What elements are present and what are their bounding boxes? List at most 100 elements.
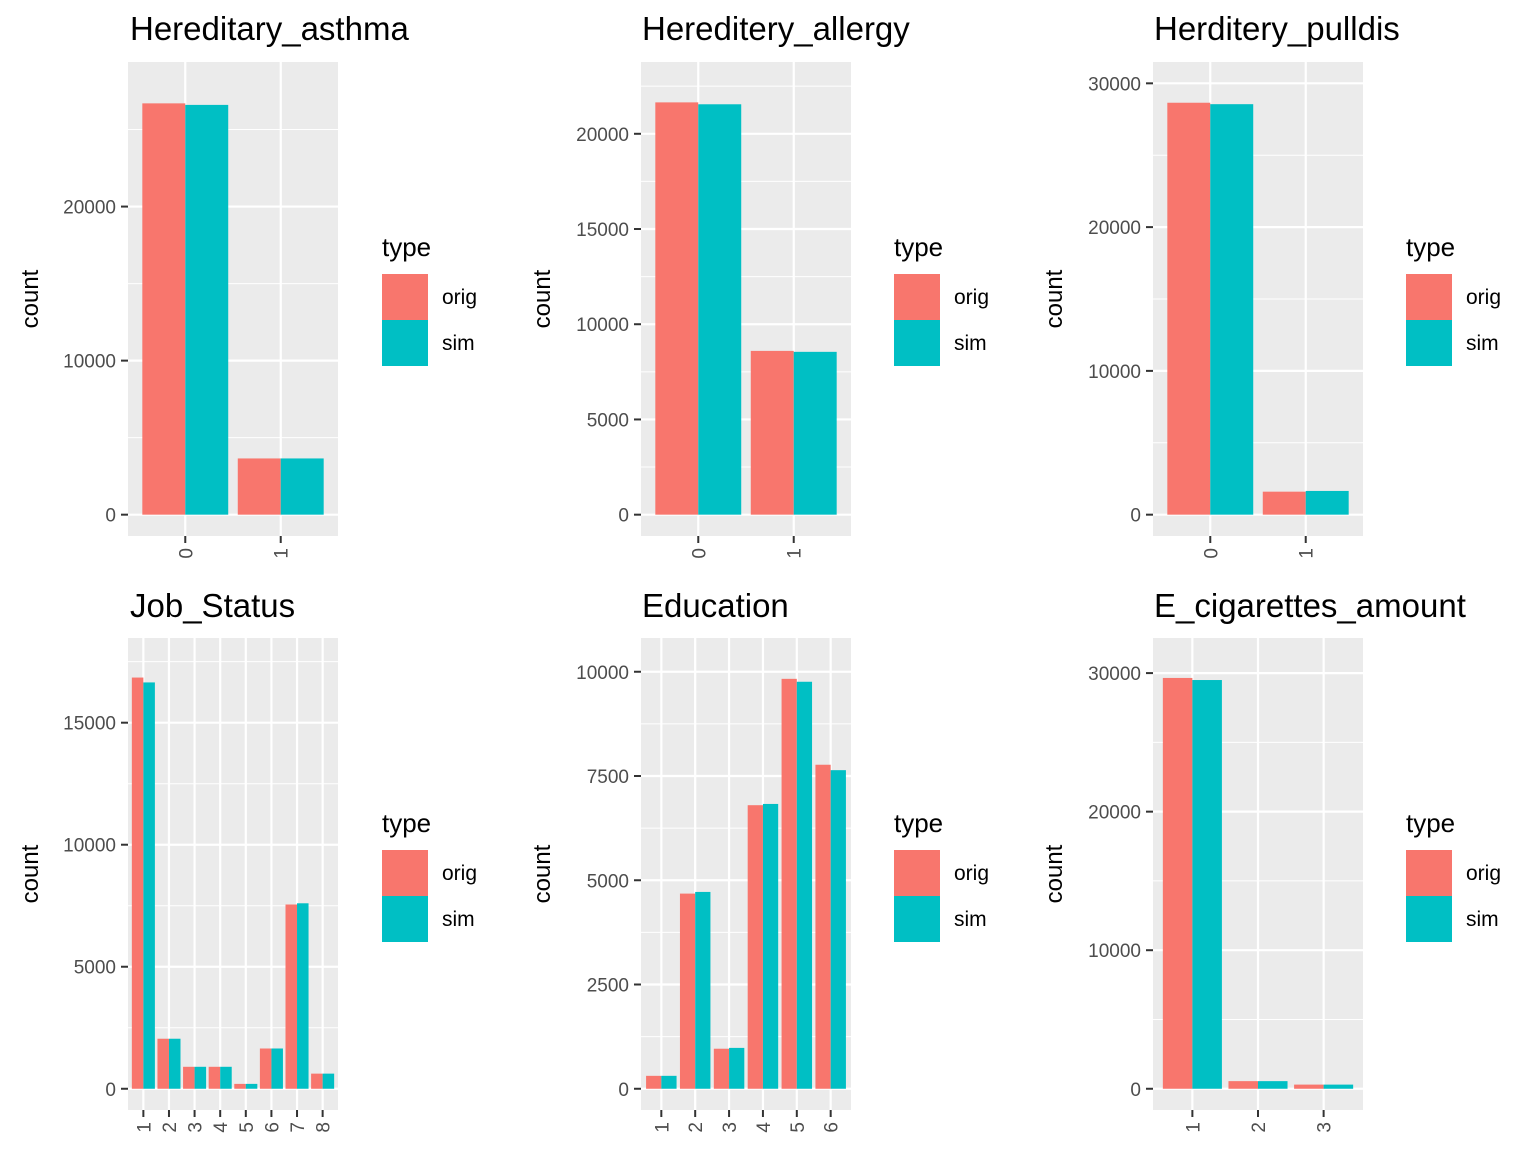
legend: type orig sim	[382, 808, 477, 942]
y-axis-label: count	[529, 844, 556, 903]
x-tick-label: 5	[788, 1122, 809, 1133]
y-tick-label: 10000	[1088, 941, 1141, 962]
bar-orig-7	[285, 904, 298, 1089]
x-tick-label: 3	[720, 1122, 741, 1133]
bar-orig-0	[142, 103, 186, 515]
bar-sim-6	[271, 1048, 283, 1089]
y-tick-label: 5000	[74, 958, 116, 979]
y-tick-label: 7500	[587, 767, 629, 788]
bar-sim-4	[762, 803, 779, 1089]
bar-sim-3	[729, 1047, 745, 1089]
bar-orig-0	[655, 102, 699, 515]
bar-orig-1	[646, 1075, 662, 1089]
bar-orig-5	[234, 1083, 246, 1089]
bar-sim-1	[793, 351, 837, 515]
y-tick-label: 5000	[587, 871, 629, 892]
y-tick-label: 10000	[63, 352, 116, 373]
x-tick-label: 7	[288, 1122, 309, 1133]
legend-swatch-sim	[1406, 896, 1452, 942]
bar-sim-1	[1192, 680, 1222, 1089]
x-tick-label: 1	[272, 548, 293, 559]
bar-sim-1	[143, 682, 155, 1089]
y-axis-label: count	[1041, 269, 1068, 328]
y-tick-label: 30000	[1088, 664, 1141, 685]
legend: type orig sim	[894, 232, 989, 366]
x-tick-label: 1	[1183, 1122, 1204, 1133]
x-tick-label: 0	[689, 548, 710, 559]
legend-swatch-sim	[1406, 320, 1452, 366]
x-tick-label: 1	[785, 548, 806, 559]
legend-swatch-orig	[1406, 850, 1452, 896]
y-tick-label: 0	[618, 506, 629, 527]
y-tick-label: 30000	[1088, 74, 1141, 95]
x-tick-label: 6	[262, 1122, 283, 1133]
legend-title: type	[894, 232, 943, 262]
legend-label-orig: orig	[954, 286, 989, 309]
y-axis-label: count	[1041, 844, 1068, 903]
legend-title: type	[1406, 232, 1455, 262]
bar-sim-7	[297, 903, 309, 1089]
legend: type orig sim	[894, 808, 989, 942]
legend-label-sim: sim	[954, 332, 987, 355]
y-axis-label: count	[529, 269, 556, 328]
chart-panel-5: 0 2500 5000 7500 10000 1 2 3 4 5 6 Education count ty…	[529, 587, 989, 1133]
bar-orig-1	[237, 458, 281, 515]
legend-label-orig: orig	[1466, 862, 1501, 885]
x-tick-label: 4	[211, 1122, 232, 1133]
x-tick-label: 0	[176, 548, 197, 559]
legend-swatch-orig	[894, 850, 940, 896]
bar-orig-8	[311, 1073, 323, 1089]
chart-panel-3: 0 10000 20000 30000 0 1 Herditery_pulldiscount…	[1041, 10, 1501, 559]
bar-sim-0	[185, 104, 229, 515]
panel-title: E_cigarettes_amount	[1154, 587, 1466, 624]
y-tick-label: 20000	[63, 198, 116, 219]
x-tick-label: 1	[652, 1122, 673, 1133]
y-tick-label: 0	[618, 1080, 629, 1101]
bar-sim-2	[1258, 1081, 1288, 1089]
legend: type orig sim	[1406, 232, 1501, 366]
legend-label-sim: sim	[442, 908, 475, 931]
x-tick-label: 5	[237, 1122, 258, 1133]
y-tick-label: 20000	[1088, 218, 1141, 239]
x-tick-label: 3	[186, 1122, 207, 1133]
bar-sim-4	[220, 1066, 232, 1089]
bar-orig-1	[1262, 491, 1306, 515]
legend-swatch-orig	[894, 274, 940, 320]
x-tick-label: 2	[1249, 1122, 1270, 1133]
y-tick-label: 10000	[1088, 362, 1141, 383]
x-tick-label: 3	[1315, 1122, 1336, 1133]
y-tick-label: 0	[1130, 1080, 1141, 1101]
legend-title: type	[894, 808, 943, 838]
y-tick-label: 15000	[576, 220, 629, 241]
x-tick-label: 6	[822, 1122, 843, 1133]
panel-title: Herditery_pulldis	[1154, 10, 1400, 47]
y-tick-label: 10000	[576, 663, 629, 684]
legend-label-sim: sim	[1466, 332, 1499, 355]
bar-orig-0	[1167, 102, 1211, 515]
bar-sim-5	[245, 1083, 258, 1089]
legend-label-orig: orig	[1466, 286, 1501, 309]
bar-sim-3	[194, 1066, 207, 1089]
legend-label-sim: sim	[954, 908, 987, 931]
chart-panel-6: 0 10000 20000 30000 1 2 3 E_cigarettes_amountco…	[1041, 587, 1501, 1133]
legend-title: type	[1406, 808, 1455, 838]
y-tick-label: 15000	[63, 714, 116, 735]
panel-title: Job_Status	[130, 587, 295, 624]
x-tick-label: 8	[314, 1122, 335, 1133]
bar-orig-3	[183, 1066, 195, 1089]
legend-swatch-orig	[1406, 274, 1452, 320]
bar-orig-4	[208, 1066, 221, 1089]
y-tick-label: 0	[105, 506, 116, 527]
legend-label-sim: sim	[442, 332, 475, 355]
x-tick-label: 4	[754, 1122, 775, 1133]
bar-sim-0	[698, 104, 742, 515]
panel-title: Hereditary_asthma	[130, 10, 409, 47]
y-axis-label: count	[17, 844, 44, 903]
y-tick-label: 10000	[63, 836, 116, 857]
bar-sim-0	[1210, 104, 1254, 515]
x-tick-label: 2	[160, 1122, 181, 1133]
x-tick-label: 1	[134, 1122, 155, 1133]
legend-swatch-sim	[894, 896, 940, 942]
bar-orig-4	[747, 805, 763, 1089]
